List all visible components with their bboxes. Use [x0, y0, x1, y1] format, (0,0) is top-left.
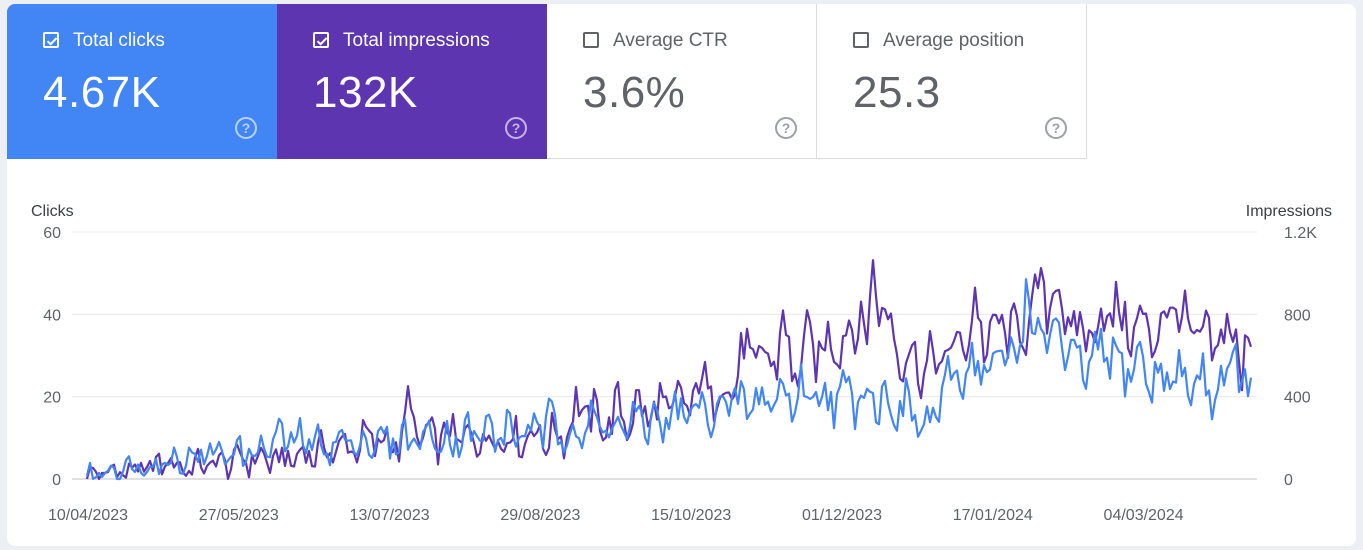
y-axis-ticks: 60 1.2K 40 800 20 400 0 0	[43, 225, 1317, 489]
help-circle-icon[interactable]: ?	[504, 116, 528, 140]
help-circle-icon[interactable]: ?	[1044, 116, 1068, 140]
y-tick-label-left: 60	[43, 225, 61, 242]
svg-text:?: ?	[782, 120, 791, 136]
x-axis-ticks: 10/04/2023 27/05/2023 13/07/2023 29/08/2023…	[48, 507, 1184, 524]
checkbox-unchecked-icon[interactable]	[583, 32, 599, 48]
x-tick-label: 29/08/2023	[500, 507, 580, 524]
y-tick-label-left: 20	[43, 390, 61, 407]
x-tick-label: 27/05/2023	[199, 507, 279, 524]
tile-value: 4.67K	[43, 68, 161, 117]
checkbox-checked-icon[interactable]	[313, 32, 329, 48]
y-tick-label-right: 0	[1284, 472, 1293, 489]
checkbox-checked-icon[interactable]	[43, 32, 59, 48]
x-tick-label: 13/07/2023	[350, 507, 430, 524]
svg-text:?: ?	[512, 120, 521, 136]
y-tick-label-right: 800	[1284, 307, 1311, 324]
tile-average-ctr[interactable]: Average CTR 3.6% ?	[547, 4, 817, 159]
series-lines	[85, 259, 1253, 481]
tile-label: Average position	[883, 30, 1025, 51]
tile-value: 132K	[313, 68, 418, 117]
metric-tiles: Total clicks 4.67K ? Total impressions 1…	[7, 4, 1087, 159]
tile-value: 3.6%	[583, 68, 686, 117]
y-tick-label-right: 1.2K	[1284, 225, 1317, 242]
x-tick-label: 01/12/2023	[802, 507, 882, 524]
tile-label: Average CTR	[613, 30, 728, 51]
help-circle-icon[interactable]: ?	[774, 116, 798, 140]
performance-chart: Clicks Impressions 60 1.2K 40 800 20 400 0 0 10…	[31, 203, 1332, 524]
svg-text:?: ?	[1052, 120, 1061, 136]
tile-value: 25.3	[853, 68, 941, 117]
y-tick-label-left: 40	[43, 307, 61, 324]
x-tick-label: 17/01/2024	[953, 507, 1033, 524]
series-line-impressions	[85, 259, 1253, 481]
y-tick-label-right: 400	[1284, 390, 1311, 407]
gridlines	[72, 231, 1257, 480]
checkbox-unchecked-icon[interactable]	[853, 32, 869, 48]
x-tick-label: 04/03/2024	[1104, 507, 1184, 524]
left-axis-title: Clicks	[31, 203, 74, 220]
tile-label: Total impressions	[343, 30, 490, 51]
tile-average-position[interactable]: Average position 25.3 ?	[817, 4, 1087, 159]
performance-card: Total clicks 4.67K ? Total impressions 1…	[7, 4, 1356, 546]
help-circle-icon[interactable]: ?	[234, 116, 258, 140]
x-tick-label: 10/04/2023	[48, 507, 128, 524]
x-tick-label: 15/10/2023	[651, 507, 731, 524]
tile-total-clicks[interactable]: Total clicks 4.67K ?	[7, 4, 277, 159]
right-axis-title: Impressions	[1246, 203, 1332, 220]
y-tick-label-left: 0	[52, 472, 61, 489]
series-line-clicks	[85, 278, 1253, 481]
tile-total-impressions[interactable]: Total impressions 132K ?	[277, 4, 547, 159]
tile-label: Total clicks	[73, 30, 165, 51]
svg-text:?: ?	[242, 120, 251, 136]
